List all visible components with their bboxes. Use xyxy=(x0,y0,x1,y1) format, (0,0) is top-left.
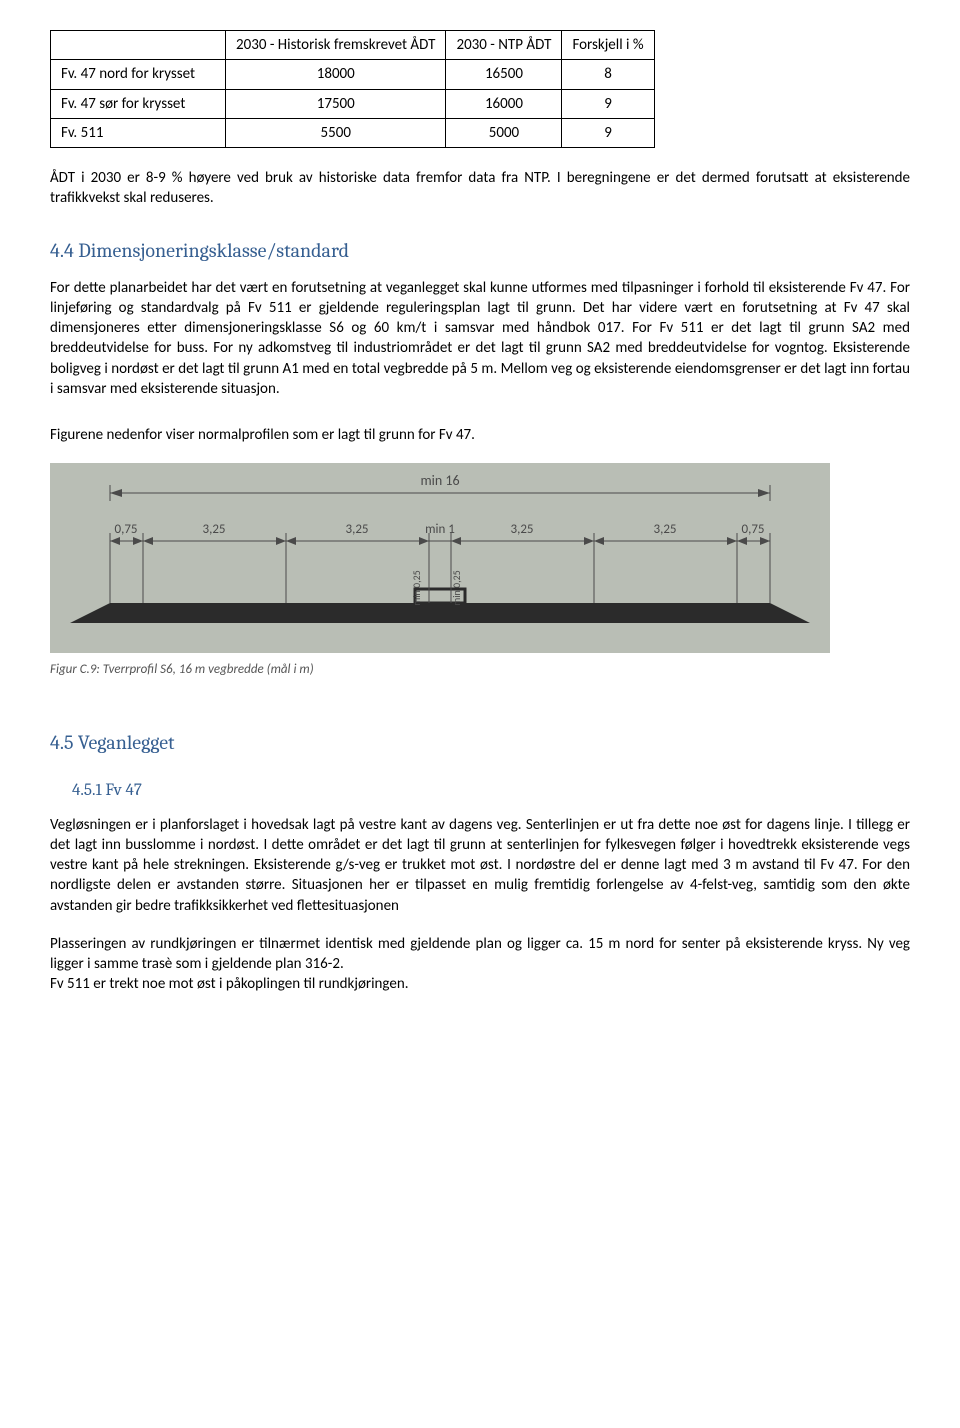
section-4-5-1-paragraph-b: Plasseringen av rundkjøringen er tilnærm… xyxy=(50,934,910,995)
table-cell: 18000 xyxy=(226,60,446,89)
table-cell-label: Fv. 511 xyxy=(51,118,226,147)
dim-seg-6: 0,75 xyxy=(741,522,764,537)
figure-intro-paragraph: Figurene nedenfor viser normalprofilen s… xyxy=(50,425,910,445)
table-row: Fv. 47 sør for krysset 17500 16000 9 xyxy=(51,89,655,118)
dim-vert-0: min 0,25 xyxy=(410,571,423,607)
section-4-4-heading: 4.4 Dimensjoneringsklasse/standard xyxy=(50,237,910,264)
cross-section-svg: min 16 0,75 3,25 3,25 min 1 3,25 3,25 0,… xyxy=(50,463,830,653)
dim-vert-1: min 0,25 xyxy=(450,571,463,607)
intro-paragraph: ÅDT i 2030 er 8-9 % høyere ved bruk av h… xyxy=(50,168,910,209)
table-cell: 16500 xyxy=(446,60,562,89)
cross-section-figure: min 16 0,75 3,25 3,25 min 1 3,25 3,25 0,… xyxy=(50,463,830,679)
dim-top-label: min 16 xyxy=(420,472,459,489)
dim-seg-1: 3,25 xyxy=(202,522,225,537)
section-4-5-1-heading: 4.5.1 Fv 47 xyxy=(50,780,910,803)
table-cell: 16000 xyxy=(446,89,562,118)
table-cell-label: Fv. 47 sør for krysset xyxy=(51,89,226,118)
adt-table: 2030 - Historisk fremskrevet ÅDT 2030 - … xyxy=(50,30,655,148)
table-header-2: 2030 - NTP ÅDT xyxy=(446,31,562,60)
table-cell: 5000 xyxy=(446,118,562,147)
table-row: Fv. 511 5500 5000 9 xyxy=(51,118,655,147)
dim-seg-2: 3,25 xyxy=(345,522,368,537)
dim-seg-4: 3,25 xyxy=(510,522,533,537)
table-cell: 9 xyxy=(562,89,654,118)
table-cell: 5500 xyxy=(226,118,446,147)
table-header-1: 2030 - Historisk fremskrevet ÅDT xyxy=(226,31,446,60)
section-4-4-paragraph: For dette planarbeidet har det vært en f… xyxy=(50,278,910,400)
dim-seg-5: 3,25 xyxy=(653,522,676,537)
table-cell: 9 xyxy=(562,118,654,147)
table-header-3: Forskjell i % xyxy=(562,31,654,60)
dim-seg-0: 0,75 xyxy=(114,522,137,537)
section-4-5-heading: 4.5 Veganlegget xyxy=(50,729,910,756)
section-4-5-1-paragraph-a: Vegløsningen er i planforslaget i hoveds… xyxy=(50,815,910,916)
table-cell: 8 xyxy=(562,60,654,89)
dim-seg-3: min 1 xyxy=(425,522,455,537)
figure-caption: Figur C.9: Tverrprofil S6, 16 m vegbredd… xyxy=(50,661,830,679)
table-header-blank xyxy=(51,31,226,60)
table-cell-label: Fv. 47 nord for krysset xyxy=(51,60,226,89)
table-cell: 17500 xyxy=(226,89,446,118)
table-row: Fv. 47 nord for krysset 18000 16500 8 xyxy=(51,60,655,89)
